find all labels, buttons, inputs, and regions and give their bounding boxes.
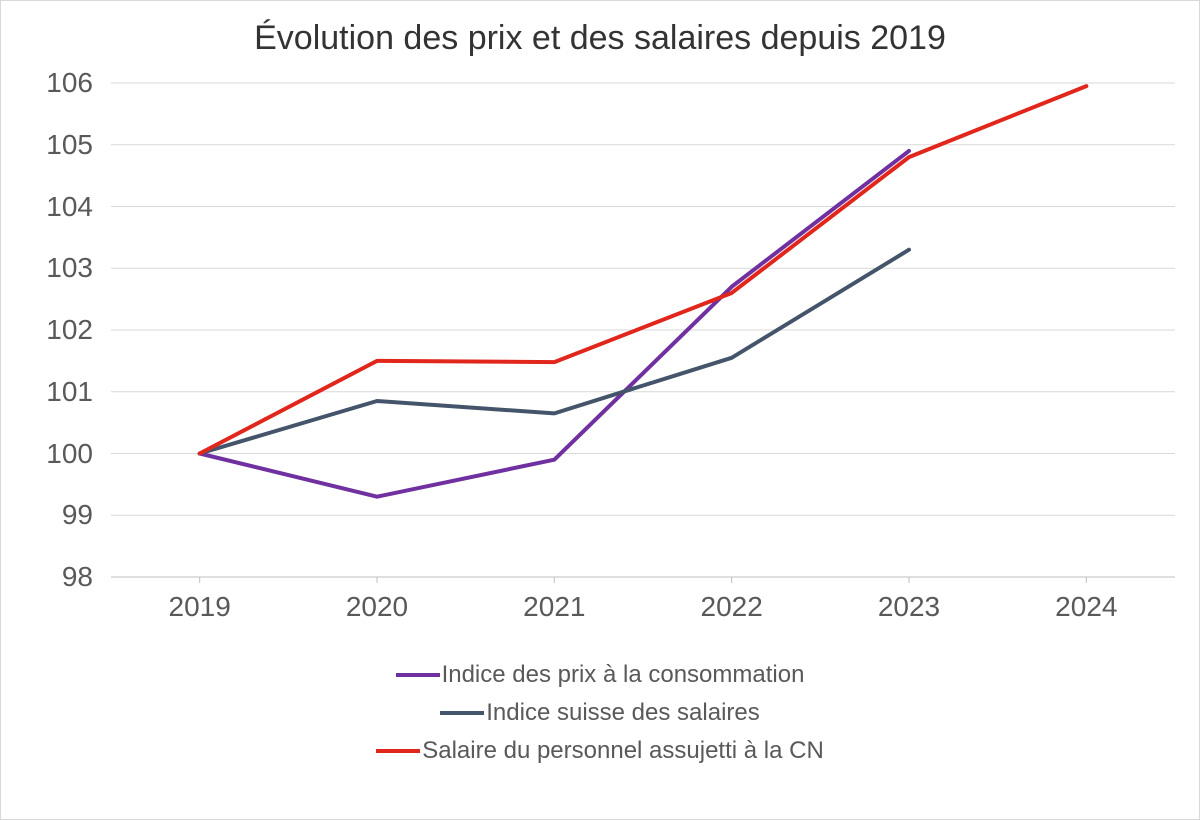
x-tick-label: 2019 [140, 591, 260, 623]
y-tick-label: 105 [1, 129, 93, 161]
chart-frame: Évolution des prix et des salaires depui… [0, 0, 1200, 820]
y-tick-label: 103 [1, 252, 93, 284]
legend-swatch [376, 749, 420, 753]
chart-title: Évolution des prix et des salaires depui… [1, 19, 1199, 58]
legend-label: Indice des prix à la consommation [442, 661, 805, 689]
x-tick-label: 2020 [317, 591, 437, 623]
legend-item-ipc: Indice des prix à la consommation [396, 661, 805, 689]
legend-label: Indice suisse des salaires [486, 699, 759, 727]
legend-item-salaire_cn: Salaire du personnel assujetti à la CN [376, 737, 824, 765]
y-tick-label: 101 [1, 376, 93, 408]
plot-area [111, 83, 1175, 577]
x-tick-label: 2023 [849, 591, 969, 623]
y-tick-label: 98 [1, 561, 93, 593]
x-tick-label: 2024 [1026, 591, 1146, 623]
y-tick-label: 102 [1, 314, 93, 346]
legend-label: Salaire du personnel assujetti à la CN [422, 737, 824, 765]
series-line-salaire_cn [200, 86, 1087, 453]
legend-item-salaires_suisse: Indice suisse des salaires [440, 699, 759, 727]
y-tick-label: 106 [1, 67, 93, 99]
y-tick-label: 99 [1, 499, 93, 531]
chart-svg [111, 83, 1175, 577]
x-tick-label: 2022 [672, 591, 792, 623]
series-line-salaires_suisse [200, 250, 909, 454]
legend-swatch [396, 673, 440, 677]
y-tick-label: 104 [1, 191, 93, 223]
y-tick-label: 100 [1, 438, 93, 470]
legend: Indice des prix à la consommation Indice … [1, 661, 1199, 765]
legend-swatch [440, 711, 484, 715]
x-tick-label: 2021 [494, 591, 614, 623]
series-line-ipc [200, 151, 909, 497]
